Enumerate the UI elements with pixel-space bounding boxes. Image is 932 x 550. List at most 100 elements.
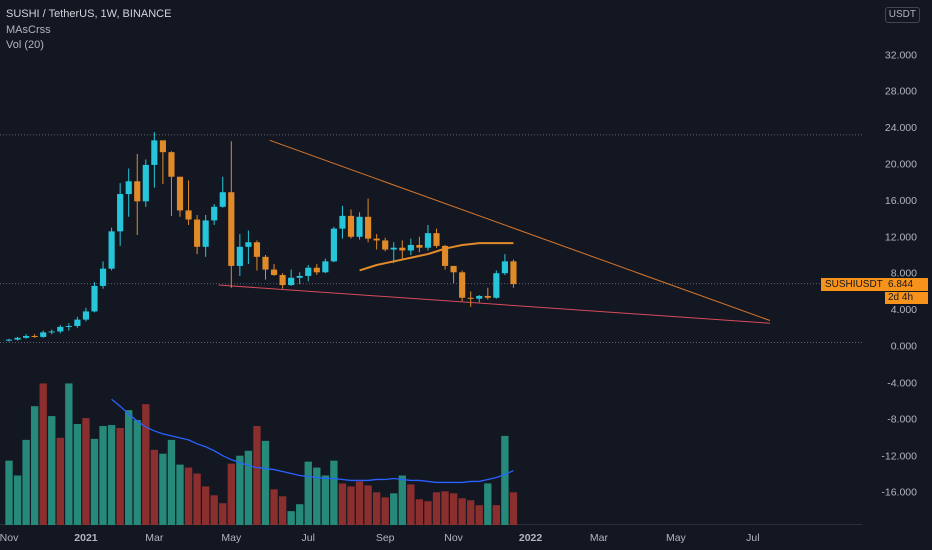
volume-bar <box>261 440 270 525</box>
candle-body <box>330 228 337 262</box>
candle-body <box>134 181 141 202</box>
volume-bar <box>184 467 193 525</box>
candle-body <box>125 181 132 195</box>
volume-bar <box>467 500 475 525</box>
candle-body <box>365 216 372 239</box>
volume-bar <box>73 424 82 525</box>
candle-body <box>176 176 184 211</box>
ma-line <box>359 242 514 272</box>
volume-bar <box>364 485 372 525</box>
volume-bar <box>236 455 244 525</box>
volume-bar <box>509 492 518 525</box>
candle-body <box>151 140 158 165</box>
candle-body <box>108 231 115 269</box>
volume-bar <box>82 418 90 525</box>
candle-body <box>305 267 312 276</box>
candle-body <box>202 220 209 247</box>
candle-body <box>296 275 303 278</box>
volume-bar <box>424 501 432 525</box>
candle-body <box>288 277 295 286</box>
candle-body <box>441 245 449 266</box>
volume-bar <box>398 475 406 525</box>
candle-body <box>313 267 320 273</box>
volume-bar <box>142 404 150 525</box>
candle-body <box>40 332 47 337</box>
volume-bar <box>22 439 30 525</box>
x-axis-tick-label: May <box>666 532 687 544</box>
x-axis-tick-label: Nov <box>0 532 19 544</box>
volume-bar <box>219 503 227 525</box>
x-axis-tick-label: 2021 <box>74 532 98 544</box>
volume-bar <box>355 481 364 525</box>
volume-bar <box>313 467 321 525</box>
candle-body <box>117 194 124 232</box>
volume-bar <box>150 449 159 525</box>
volume-bar <box>116 427 124 525</box>
candle-body <box>501 261 508 274</box>
volume-bar <box>304 461 312 525</box>
x-axis-tick-label: Mar <box>590 532 609 544</box>
candle-body <box>14 337 21 340</box>
volume-bar <box>441 491 449 525</box>
volume-bar <box>270 489 278 525</box>
candle-body <box>211 206 218 221</box>
volume-bar <box>210 495 218 525</box>
indicator-macross-label[interactable]: MAsCrss <box>6 23 51 36</box>
bar-countdown-tag: 2d 4h <box>885 292 928 304</box>
volume-bar <box>296 504 304 525</box>
volume-bar <box>253 426 261 525</box>
volume-bar <box>407 484 415 525</box>
candle-body <box>467 297 474 299</box>
volume-bar <box>5 460 13 525</box>
candle-body <box>339 215 346 229</box>
candle-body <box>185 210 192 220</box>
candle-body <box>82 311 90 320</box>
volume-bar <box>321 475 330 525</box>
candle-body <box>142 164 149 202</box>
y-axis-tick-label: 0.000 <box>891 341 917 353</box>
volume-bar <box>193 473 201 525</box>
y-axis-tick-label: -12.000 <box>881 451 917 463</box>
volume-bar <box>227 463 235 525</box>
symbol-title[interactable]: SUSHI / TetherUS, 1W, BINANCE <box>6 8 172 20</box>
y-axis-tick-label: 32.000 <box>885 49 917 61</box>
y-axis-tick-label: 28.000 <box>885 86 917 98</box>
volume-bar <box>90 438 99 525</box>
volume-bar <box>432 492 441 525</box>
candle-body <box>99 268 107 286</box>
candle-body <box>459 272 466 298</box>
x-axis-tick-label: Nov <box>444 532 463 544</box>
x-axis-tick-label: Mar <box>145 532 164 544</box>
volume-bar <box>372 492 381 525</box>
volume-bar <box>330 460 338 525</box>
volume-bar <box>484 483 492 525</box>
volume-bar <box>48 416 56 525</box>
indicator-volume-label[interactable]: Vol (20) <box>6 39 44 51</box>
candle-body <box>262 256 269 270</box>
candle-body <box>476 295 483 299</box>
candle-body <box>493 273 500 298</box>
y-axis-tick-label: 8.000 <box>891 268 917 280</box>
x-axis-tick-label: May <box>221 532 242 544</box>
volume-bar <box>176 464 184 525</box>
candle-body <box>373 238 380 241</box>
candle-body <box>236 246 243 266</box>
candle-body <box>399 247 406 251</box>
volume-bar <box>125 410 133 525</box>
volume-bar <box>449 493 458 525</box>
candle-body <box>253 242 261 257</box>
x-axis-tick-label: Jul <box>302 532 315 544</box>
candle-body <box>407 244 414 251</box>
x-axis-tick-label: 2022 <box>519 532 543 544</box>
volume-bar <box>338 483 347 525</box>
candle-body <box>228 192 235 266</box>
ticker-tag: SUSHIUSDT <box>821 278 887 291</box>
candle-body <box>382 240 389 250</box>
candle-body <box>416 244 423 248</box>
candle-body <box>91 285 98 312</box>
y-axis-tick-label: 24.000 <box>885 122 917 134</box>
candle-body <box>424 233 432 248</box>
candle-body <box>48 331 55 333</box>
currency-button[interactable]: USDT <box>884 7 920 23</box>
